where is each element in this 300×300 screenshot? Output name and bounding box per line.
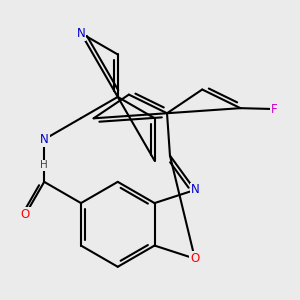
Text: F: F (271, 103, 278, 116)
Text: N: N (190, 184, 199, 196)
Text: N: N (76, 27, 85, 40)
Text: H: H (40, 160, 48, 170)
Text: N: N (40, 133, 49, 146)
Text: O: O (190, 252, 200, 265)
Text: O: O (21, 208, 30, 221)
